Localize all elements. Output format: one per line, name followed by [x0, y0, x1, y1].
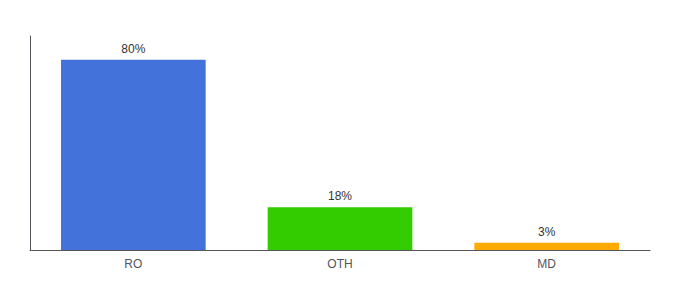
svg-text:OTH: OTH — [327, 257, 352, 271]
svg-text:RO: RO — [124, 257, 142, 271]
svg-text:MD: MD — [537, 257, 556, 271]
svg-text:18%: 18% — [328, 189, 352, 203]
svg-text:3%: 3% — [538, 225, 556, 239]
svg-text:80%: 80% — [121, 42, 145, 56]
